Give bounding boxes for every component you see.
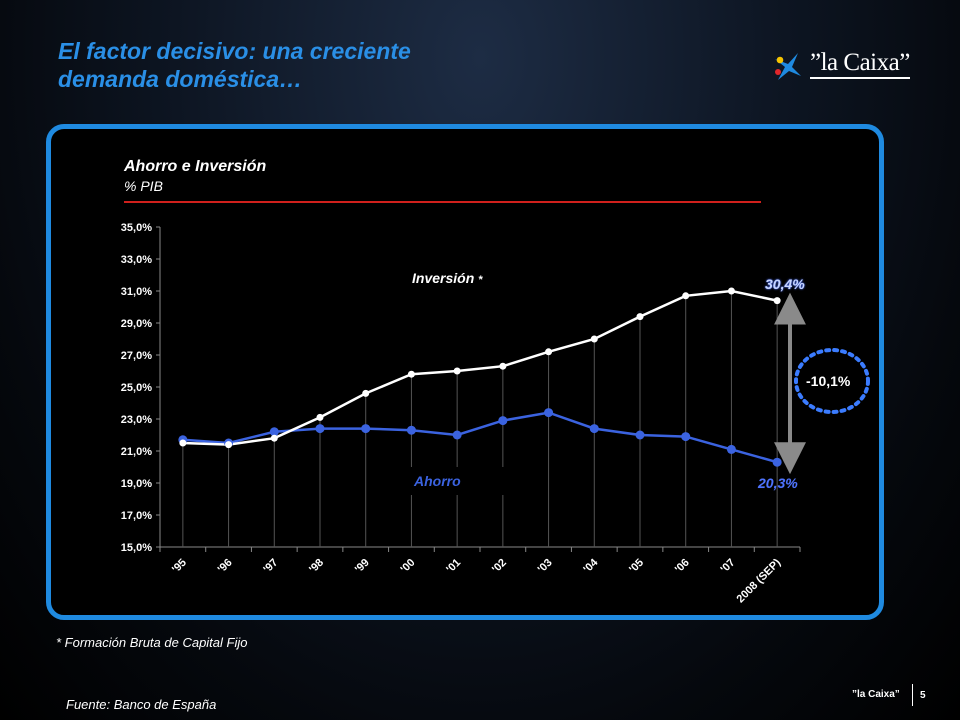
chart-panel	[46, 124, 884, 620]
page-number: 5	[920, 690, 926, 701]
y-tick-label: 33,0%	[121, 254, 152, 266]
data-point-inversion	[499, 362, 507, 370]
x-tick-label: '98	[307, 557, 326, 576]
data-point-inversion	[407, 370, 415, 378]
x-tick-label: '04	[581, 556, 601, 576]
series-line-ahorro	[182, 411, 778, 464]
x-tick-label: '07	[719, 557, 738, 576]
data-point-ahorro	[544, 408, 554, 418]
footer-divider	[912, 684, 913, 706]
data-point-inversion	[316, 413, 324, 421]
data-point-ahorro	[498, 416, 508, 426]
title-rule	[124, 201, 761, 203]
difference-highlight-circle	[794, 348, 870, 414]
data-point-inversion	[362, 389, 370, 397]
data-point-ahorro	[269, 427, 279, 437]
data-point-inversion	[225, 441, 233, 449]
y-tick-label: 31,0%	[121, 286, 152, 298]
data-point-ahorro	[361, 424, 371, 434]
data-point-inversion	[590, 335, 598, 343]
end-value-ahorro: 20,3%	[758, 475, 798, 491]
data-point-ahorro	[452, 430, 462, 440]
footer-brand: ”la Caixa”	[852, 689, 900, 700]
y-tick-label: 17,0%	[121, 510, 152, 522]
data-point-inversion	[453, 367, 461, 375]
data-point-inversion	[636, 313, 644, 321]
data-point-ahorro	[681, 432, 691, 442]
series-line-inversion	[182, 289, 778, 446]
data-point-ahorro	[726, 444, 736, 454]
x-tick-label: '00	[399, 557, 418, 576]
end-value-inversion: 30,4%	[765, 276, 805, 292]
la-caixa-logo: ”la Caixa”	[770, 50, 920, 84]
data-point-inversion	[727, 287, 735, 295]
y-tick-label: 35,0%	[121, 222, 152, 234]
footnote: * Formación Bruta de Capital Fijo	[56, 635, 248, 650]
source-note: Fuente: Banco de España	[66, 697, 217, 712]
chart-subtitle: % PIB	[124, 178, 163, 194]
x-tick-label: '03	[536, 557, 555, 576]
data-point-ahorro	[635, 430, 645, 440]
x-tick-label: '01	[444, 557, 463, 576]
y-tick-label: 19,0%	[121, 478, 152, 490]
data-point-inversion	[179, 439, 187, 447]
x-tick-label: '95	[170, 557, 189, 576]
data-point-inversion	[773, 297, 781, 305]
x-tick-label: '02	[490, 557, 509, 576]
y-tick-label: 27,0%	[121, 350, 152, 362]
slide-title: El factor decisivo: una creciente demand…	[58, 38, 618, 93]
y-tick-label: 25,0%	[121, 382, 152, 394]
x-tick-label: '99	[353, 557, 372, 576]
y-tick-label: 23,0%	[121, 414, 152, 426]
series-label-inversion-text: Inversión	[412, 270, 475, 286]
series-label-inversion: Inversión *	[402, 264, 518, 292]
series-label-ahorro: Ahorro	[404, 467, 518, 495]
chart-title: Ahorro e Inversión	[124, 158, 267, 175]
slide-title-line-1: El factor decisivo: una creciente	[58, 38, 411, 64]
data-point-ahorro	[315, 424, 325, 434]
x-tick-label: '97	[261, 557, 280, 576]
y-tick-label: 15,0%	[121, 542, 152, 554]
data-point-ahorro	[406, 425, 416, 435]
y-tick-label: 29,0%	[121, 318, 152, 330]
y-tick-label: 21,0%	[121, 446, 152, 458]
slide-title-line-2: demanda doméstica…	[58, 65, 303, 92]
logo-wordmark: ”la Caixa”	[810, 50, 910, 79]
difference-label: -10,1%	[806, 373, 851, 389]
data-point-ahorro	[772, 457, 782, 467]
data-point-inversion	[682, 292, 690, 300]
star-logo-icon	[775, 53, 801, 80]
x-tick-label: '06	[673, 557, 692, 576]
x-tick-label: '05	[627, 557, 646, 576]
data-point-ahorro	[589, 424, 599, 434]
data-point-inversion	[270, 434, 278, 442]
data-point-inversion	[545, 348, 553, 356]
x-tick-label: '96	[216, 557, 235, 576]
series-label-inversion-marker: *	[478, 274, 483, 286]
x-tick-label: 2008 (SEP)	[735, 556, 784, 605]
